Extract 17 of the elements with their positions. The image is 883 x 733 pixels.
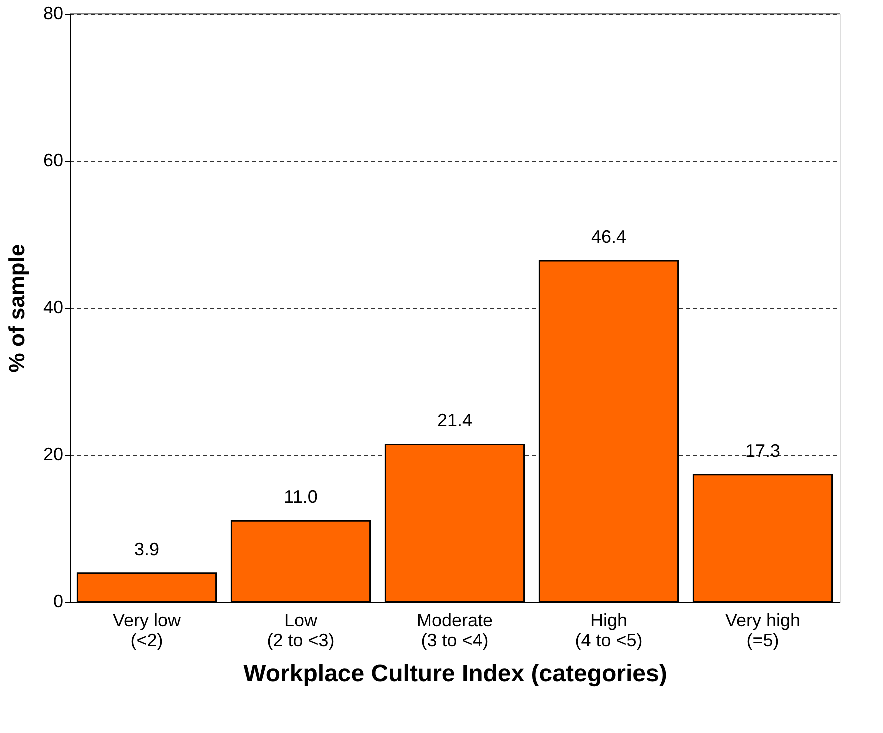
y-axis-title: % of sample (4, 244, 30, 373)
x-tick-label: Very low (<2) (112, 610, 182, 650)
y-tick-label: 40 (43, 298, 64, 318)
y-tick-label: 80 (43, 4, 64, 24)
y-tick-label: 0 (53, 592, 64, 612)
x-tick-label: Very high (=5) (725, 610, 801, 650)
x-tick-label: Moderate (3 to <4) (416, 610, 494, 650)
y-tick-label: 20 (43, 444, 64, 464)
data-label: 21.4 (437, 410, 473, 431)
x-tick-label: Low (2 to <3) (267, 610, 335, 650)
data-label: 3.9 (134, 539, 160, 560)
x-axis-title: Workplace Culture Index (categories) (244, 660, 668, 688)
x-tick-label: High (4 to <5) (575, 610, 643, 650)
data-label: 46.4 (591, 226, 627, 247)
data-label: 11.0 (284, 487, 318, 508)
y-tick-label: 60 (43, 150, 64, 170)
data-label: 17.3 (745, 440, 781, 461)
